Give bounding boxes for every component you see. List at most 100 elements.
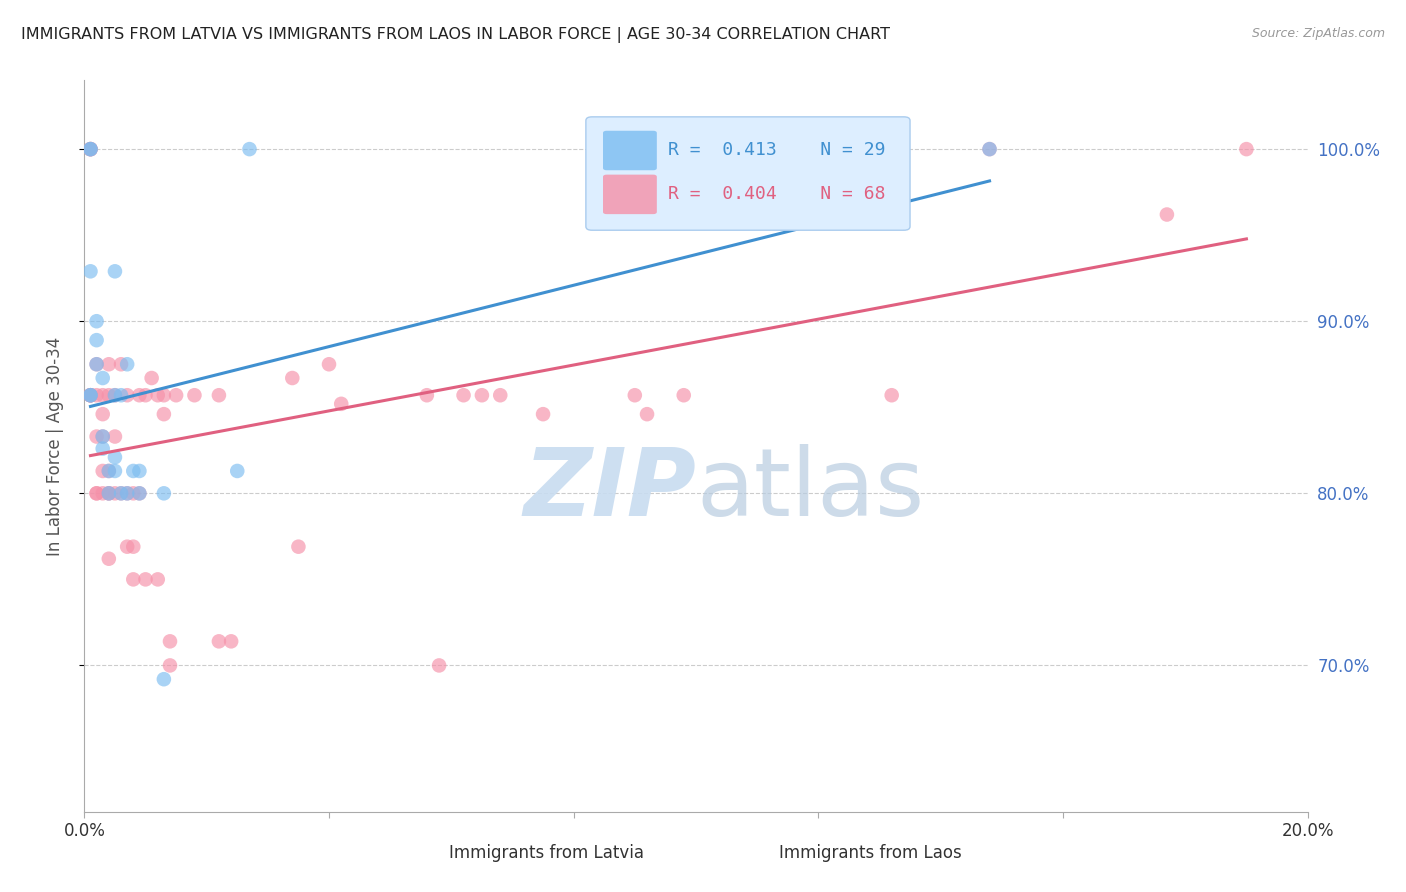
Point bbox=[110, 357, 132, 371]
Point bbox=[128, 486, 150, 500]
Point bbox=[86, 486, 108, 500]
Point bbox=[86, 314, 108, 328]
Point bbox=[110, 486, 132, 500]
Point bbox=[79, 388, 101, 402]
Point bbox=[636, 407, 658, 421]
Point bbox=[110, 388, 132, 402]
Point bbox=[146, 573, 169, 587]
Point bbox=[86, 486, 108, 500]
Point bbox=[79, 142, 101, 156]
Point bbox=[97, 551, 120, 566]
Point bbox=[489, 388, 512, 402]
Point bbox=[104, 450, 127, 465]
Point bbox=[165, 388, 187, 402]
Text: Immigrants from Laos: Immigrants from Laos bbox=[779, 844, 962, 862]
Point bbox=[91, 429, 114, 443]
Point bbox=[135, 573, 157, 587]
Text: atlas: atlas bbox=[696, 444, 924, 536]
Point bbox=[79, 388, 101, 402]
Point bbox=[226, 464, 249, 478]
Point bbox=[281, 371, 304, 385]
Text: Source: ZipAtlas.com: Source: ZipAtlas.com bbox=[1251, 27, 1385, 40]
Point bbox=[183, 388, 205, 402]
Point bbox=[104, 388, 127, 402]
Point bbox=[110, 486, 132, 500]
Point bbox=[153, 672, 176, 686]
Point bbox=[79, 142, 101, 156]
Point bbox=[453, 388, 475, 402]
Point bbox=[427, 658, 450, 673]
Point bbox=[91, 407, 114, 421]
Point bbox=[79, 142, 101, 156]
Point bbox=[79, 388, 101, 402]
Point bbox=[135, 388, 157, 402]
Point bbox=[97, 464, 120, 478]
Point bbox=[115, 486, 138, 500]
Point bbox=[880, 388, 903, 402]
Point bbox=[86, 357, 108, 371]
Point bbox=[153, 486, 176, 500]
Point bbox=[79, 264, 101, 278]
Point bbox=[91, 429, 114, 443]
Point bbox=[128, 486, 150, 500]
Text: Immigrants from Latvia: Immigrants from Latvia bbox=[449, 844, 644, 862]
Point bbox=[208, 634, 231, 648]
Point bbox=[79, 388, 101, 402]
Point bbox=[979, 142, 1001, 156]
Point bbox=[128, 464, 150, 478]
Point bbox=[86, 357, 108, 371]
Point bbox=[122, 486, 145, 500]
Point bbox=[122, 573, 145, 587]
Point bbox=[128, 388, 150, 402]
Point bbox=[97, 388, 120, 402]
Point bbox=[624, 388, 647, 402]
Point bbox=[91, 464, 114, 478]
Point bbox=[330, 397, 353, 411]
Point bbox=[672, 388, 695, 402]
Point bbox=[471, 388, 494, 402]
Text: R =  0.404    N = 68: R = 0.404 N = 68 bbox=[668, 186, 886, 203]
Point bbox=[104, 464, 127, 478]
Point bbox=[79, 142, 101, 156]
Point bbox=[416, 388, 439, 402]
Point bbox=[122, 464, 145, 478]
Point bbox=[153, 388, 176, 402]
Point bbox=[104, 486, 127, 500]
Point bbox=[86, 333, 108, 347]
Point bbox=[97, 464, 120, 478]
Point bbox=[531, 407, 554, 421]
FancyBboxPatch shape bbox=[603, 131, 657, 170]
Point bbox=[1156, 207, 1178, 221]
Point bbox=[219, 634, 242, 648]
Y-axis label: In Labor Force | Age 30-34: In Labor Force | Age 30-34 bbox=[45, 336, 63, 556]
Point bbox=[287, 540, 309, 554]
FancyBboxPatch shape bbox=[742, 844, 775, 863]
Point bbox=[979, 142, 1001, 156]
FancyBboxPatch shape bbox=[412, 844, 444, 863]
Point bbox=[146, 388, 169, 402]
Point bbox=[104, 388, 127, 402]
Point bbox=[97, 486, 120, 500]
Point bbox=[104, 264, 127, 278]
Point bbox=[91, 442, 114, 456]
Point bbox=[97, 357, 120, 371]
Point bbox=[115, 486, 138, 500]
FancyBboxPatch shape bbox=[586, 117, 910, 230]
Point bbox=[122, 540, 145, 554]
Point bbox=[91, 388, 114, 402]
Point bbox=[79, 388, 101, 402]
Point bbox=[104, 429, 127, 443]
Point bbox=[86, 388, 108, 402]
Text: R =  0.413    N = 29: R = 0.413 N = 29 bbox=[668, 142, 886, 160]
Point bbox=[208, 388, 231, 402]
Point bbox=[115, 357, 138, 371]
Point bbox=[1236, 142, 1258, 156]
Text: IMMIGRANTS FROM LATVIA VS IMMIGRANTS FROM LAOS IN LABOR FORCE | AGE 30-34 CORREL: IMMIGRANTS FROM LATVIA VS IMMIGRANTS FRO… bbox=[21, 27, 890, 43]
Point bbox=[79, 142, 101, 156]
Point bbox=[86, 429, 108, 443]
Point bbox=[97, 486, 120, 500]
Point bbox=[115, 388, 138, 402]
Point bbox=[141, 371, 163, 385]
FancyBboxPatch shape bbox=[603, 175, 657, 214]
Point bbox=[238, 142, 260, 156]
